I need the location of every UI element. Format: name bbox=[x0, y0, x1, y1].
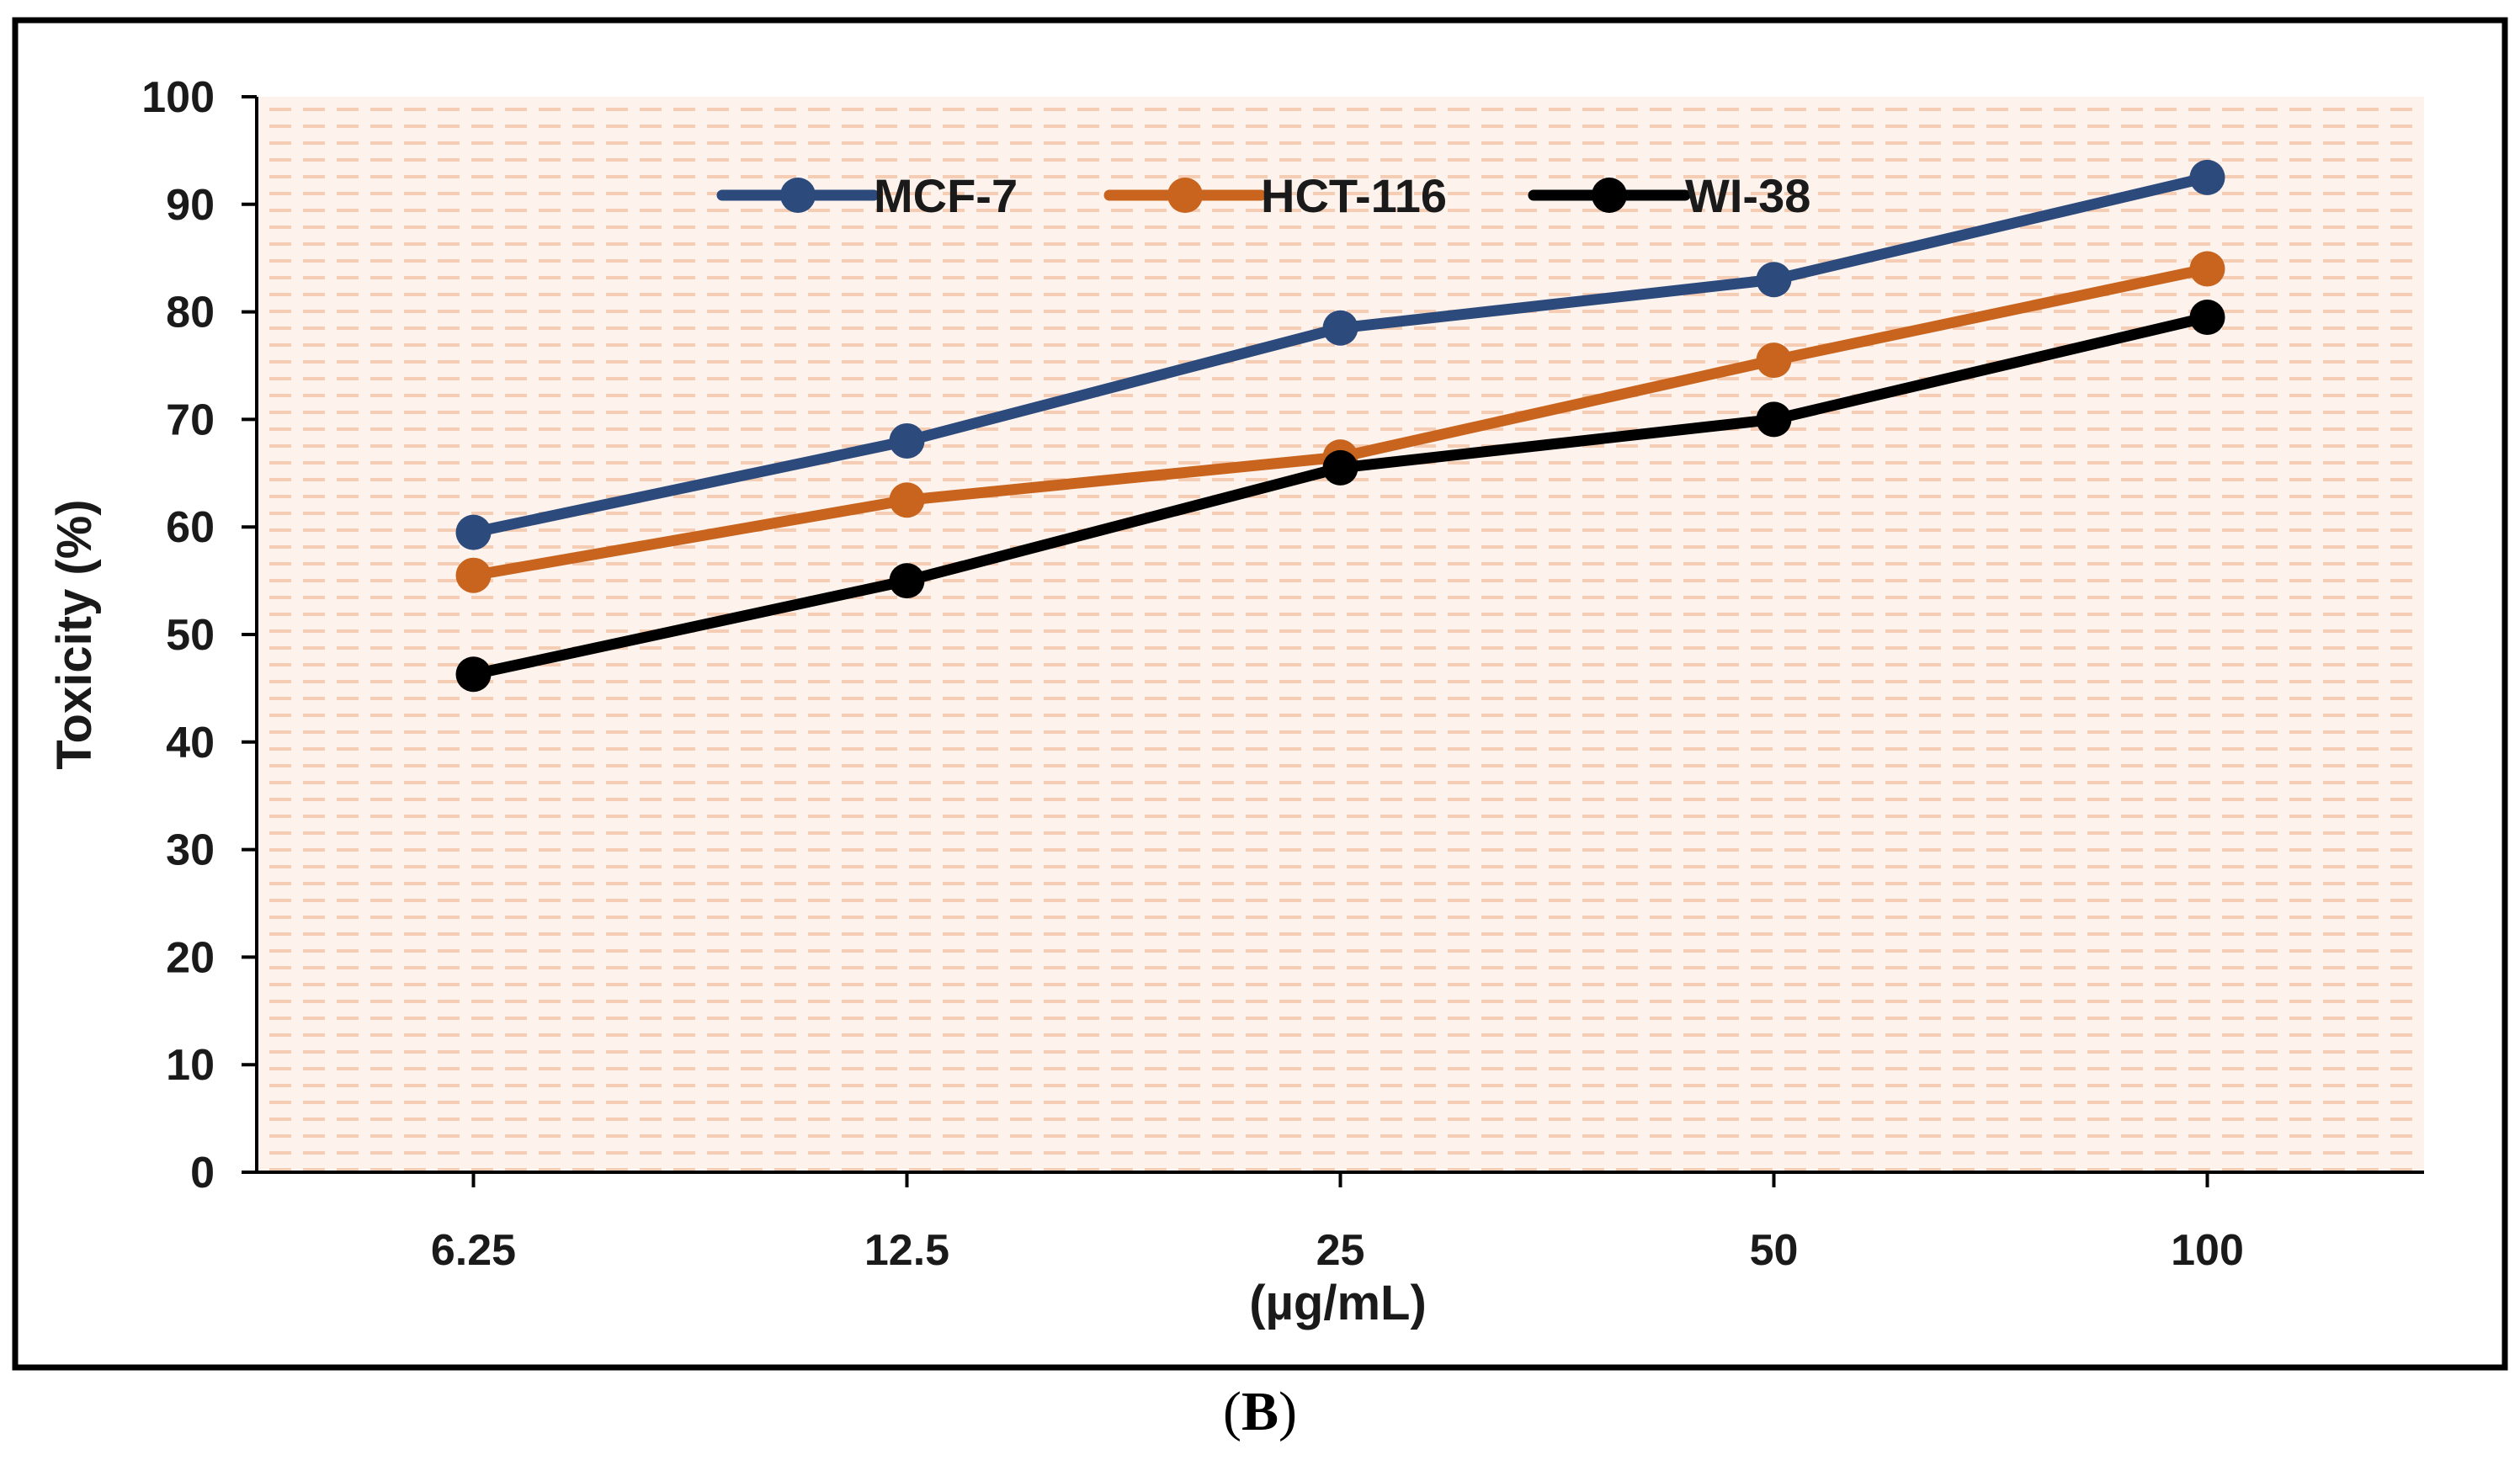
series-mcf-7 bbox=[455, 159, 2225, 550]
x-tick-label: 6.25 bbox=[431, 1226, 516, 1275]
data-point-mcf-7 bbox=[455, 514, 492, 550]
data-point-mcf-7 bbox=[889, 422, 925, 459]
caption-letter: B bbox=[1241, 1381, 1279, 1442]
series-wi-38 bbox=[455, 299, 2225, 693]
data-point-hct-116 bbox=[2189, 251, 2225, 287]
data-point-hct-116 bbox=[889, 482, 925, 518]
y-tick-label: 20 bbox=[166, 933, 215, 982]
data-point-mcf-7 bbox=[1756, 262, 1792, 298]
y-axis-title: Toxicity (%) bbox=[47, 499, 102, 769]
legend-marker-mcf-7 bbox=[780, 178, 816, 213]
legend-item-mcf-7: MCF-7 bbox=[716, 169, 1018, 222]
data-point-hct-116 bbox=[455, 557, 492, 593]
data-point-mcf-7 bbox=[2189, 159, 2225, 195]
y-tick-label: 60 bbox=[166, 503, 215, 552]
y-tick-label: 30 bbox=[166, 826, 215, 875]
y-tick-label: 70 bbox=[166, 396, 215, 444]
data-point-wi-38 bbox=[455, 656, 492, 693]
data-point-wi-38 bbox=[2189, 299, 2225, 335]
y-tick-label: 50 bbox=[166, 611, 215, 660]
legend-item-wi-38: WI-38 bbox=[1528, 169, 1810, 222]
data-point-wi-38 bbox=[1756, 401, 1792, 438]
legend-label-hct-116: HCT-116 bbox=[1261, 169, 1447, 222]
plot-area bbox=[257, 97, 2424, 1172]
y-tick-label: 80 bbox=[166, 289, 215, 337]
caption-close: ) bbox=[1279, 1381, 1297, 1442]
y-tick-label: 100 bbox=[141, 73, 215, 122]
data-point-hct-116 bbox=[1756, 342, 1792, 379]
legend-marker-wi-38 bbox=[1592, 178, 1627, 213]
y-tick-label: 10 bbox=[166, 1041, 215, 1090]
data-point-wi-38 bbox=[1322, 449, 1358, 486]
legend-marker-hct-116 bbox=[1167, 178, 1203, 213]
data-point-wi-38 bbox=[889, 563, 925, 599]
x-axis-title: (µg/mL) bbox=[1249, 1276, 1427, 1330]
data-point-mcf-7 bbox=[1322, 310, 1358, 346]
legend-label-wi-38: WI-38 bbox=[1685, 169, 1810, 222]
x-tick-label: 25 bbox=[1316, 1226, 1365, 1275]
legend-item-hct-116: HCT-116 bbox=[1103, 169, 1447, 222]
legend-label-mcf-7: MCF-7 bbox=[874, 169, 1018, 222]
panel-caption: (B) bbox=[0, 1380, 2520, 1444]
x-tick-label: 100 bbox=[2171, 1226, 2244, 1275]
y-tick-label: 0 bbox=[190, 1149, 215, 1197]
y-tick-label: 40 bbox=[166, 719, 215, 767]
x-tick-label: 12.5 bbox=[864, 1226, 949, 1275]
x-tick-label: 50 bbox=[1750, 1226, 1799, 1275]
y-tick-label: 90 bbox=[166, 181, 215, 230]
caption-open: ( bbox=[1223, 1381, 1241, 1442]
